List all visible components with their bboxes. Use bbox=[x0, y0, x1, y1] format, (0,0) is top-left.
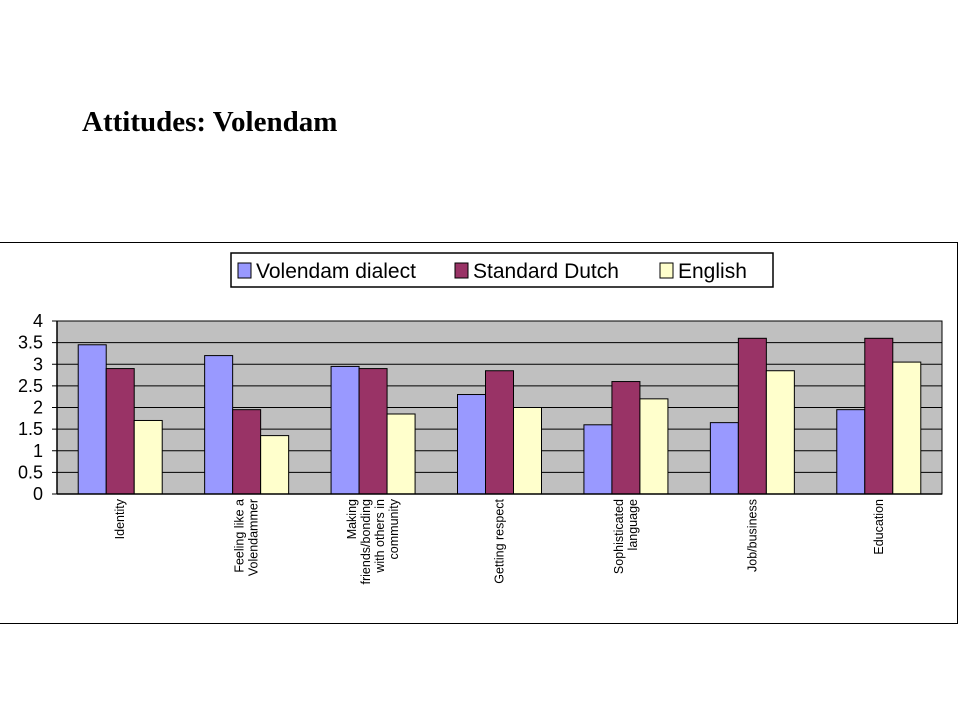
bar bbox=[765, 370, 795, 495]
y-tick-label: 1 bbox=[33, 441, 43, 461]
legend-label: Volendam dialect bbox=[256, 260, 416, 283]
category-label: friends/bonding bbox=[359, 499, 373, 585]
bar bbox=[737, 337, 767, 495]
category-label: Identity bbox=[113, 498, 127, 539]
bar bbox=[232, 409, 262, 495]
category-label: community bbox=[387, 498, 401, 559]
category-label: Getting respect bbox=[493, 498, 507, 583]
y-tick-label: 4 bbox=[33, 311, 43, 331]
y-tick-label: 0.5 bbox=[18, 462, 43, 482]
bar bbox=[485, 370, 514, 495]
bar bbox=[133, 419, 163, 495]
bar bbox=[260, 435, 290, 495]
bar bbox=[709, 422, 739, 495]
legend bbox=[230, 252, 774, 288]
bar bbox=[105, 368, 135, 495]
category-label: Feeling like a bbox=[233, 499, 247, 573]
category-label-group: Feeling like a Volendammer bbox=[233, 499, 261, 576]
category-label-group: Job/business bbox=[745, 499, 759, 572]
y-tick-label: 3.5 bbox=[18, 333, 43, 353]
category-label-group: Sophisticated language bbox=[612, 499, 640, 574]
legend-swatch bbox=[454, 262, 469, 279]
bar bbox=[457, 394, 486, 495]
legend-swatch bbox=[659, 262, 674, 279]
category-label: language bbox=[626, 499, 640, 550]
slide-title: Attitudes: Volendam bbox=[82, 106, 338, 138]
bar bbox=[77, 344, 107, 495]
bar bbox=[358, 368, 388, 495]
bar bbox=[864, 337, 894, 495]
bar bbox=[330, 365, 360, 495]
bar bbox=[583, 424, 613, 495]
category-label: Sophisticated bbox=[612, 499, 626, 574]
bar bbox=[836, 409, 866, 495]
category-label: Job/business bbox=[745, 499, 759, 572]
y-tick-label: 0 bbox=[33, 484, 43, 504]
legend-label: Standard Dutch bbox=[473, 260, 619, 283]
category-label-group: Getting respect bbox=[493, 498, 507, 583]
category-label: with others in bbox=[373, 499, 387, 574]
category-label-group: Identity bbox=[113, 498, 127, 539]
bar bbox=[204, 355, 234, 495]
y-tick-label: 3 bbox=[33, 354, 43, 374]
category-label-group: Making friends/bonding with others in commu… bbox=[345, 498, 401, 584]
category-label-group: Education bbox=[872, 499, 886, 555]
legend-label: English bbox=[678, 260, 747, 283]
category-label: Volendammer bbox=[247, 499, 261, 576]
category-label: Education bbox=[872, 499, 886, 555]
bar bbox=[892, 361, 922, 495]
legend-swatch bbox=[237, 262, 252, 279]
y-tick-label: 1.5 bbox=[18, 419, 43, 439]
bar bbox=[386, 413, 416, 495]
bar bbox=[513, 407, 542, 495]
category-label: Making bbox=[345, 499, 359, 539]
bar bbox=[611, 381, 641, 495]
y-tick-label: 2 bbox=[33, 398, 43, 418]
bar bbox=[639, 398, 669, 495]
y-tick-label: 2.5 bbox=[18, 376, 43, 396]
